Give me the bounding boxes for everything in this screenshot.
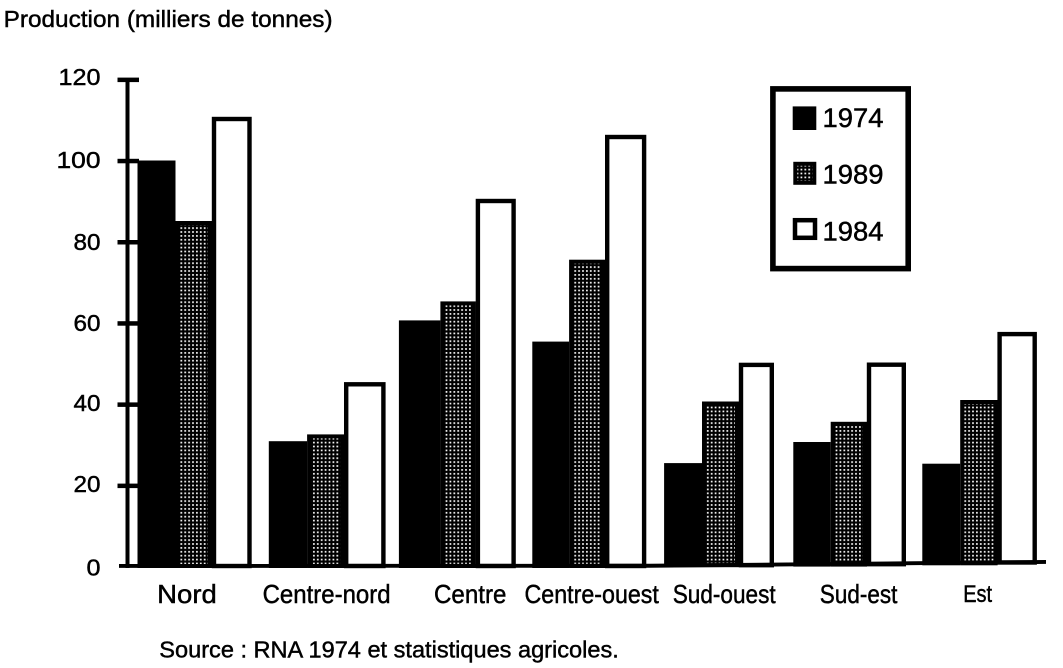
svg-text:Est: Est	[963, 581, 992, 608]
svg-text:80: 80	[74, 229, 101, 255]
svg-text:1984: 1984	[823, 216, 884, 246]
svg-text:Centre-ouest: Centre-ouest	[525, 579, 660, 609]
svg-text:1989: 1989	[823, 159, 884, 189]
svg-text:Sud-ouest: Sud-ouest	[673, 579, 777, 609]
svg-text:0: 0	[87, 555, 101, 581]
svg-text:120: 120	[59, 64, 101, 90]
svg-text:Sud-est: Sud-est	[820, 579, 898, 609]
svg-text:60: 60	[74, 310, 101, 336]
svg-text:Source : RNA 1974 et statistiq: Source : RNA 1974 et statistiques agrico…	[159, 637, 619, 663]
svg-text:100: 100	[57, 147, 101, 173]
svg-text:Production (milliers de tonnes: Production (milliers de tonnes)	[4, 6, 333, 32]
svg-text:20: 20	[74, 471, 101, 497]
svg-text:1974: 1974	[823, 103, 884, 133]
svg-text:Centre: Centre	[434, 579, 506, 609]
svg-text:Centre-nord: Centre-nord	[263, 579, 391, 609]
svg-text:Nord: Nord	[157, 579, 217, 609]
svg-text:40: 40	[74, 390, 101, 416]
